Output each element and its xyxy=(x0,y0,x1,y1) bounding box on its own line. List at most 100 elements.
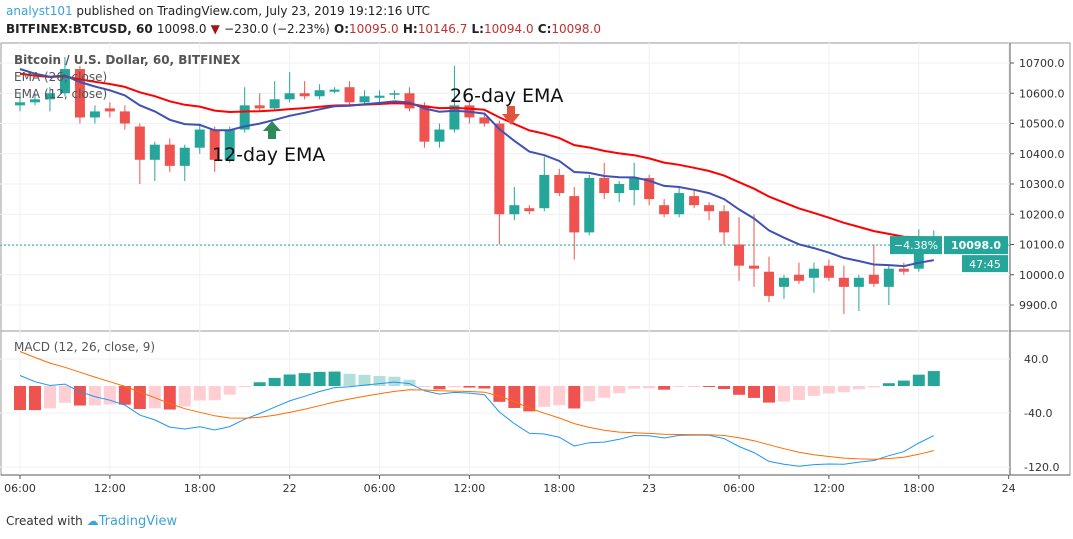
candle-body xyxy=(89,111,100,118)
macd-line xyxy=(19,375,935,467)
macd-histogram-bar xyxy=(328,371,341,386)
candle-body xyxy=(209,129,220,160)
annotation-12-ema: 12-day EMA xyxy=(212,144,325,166)
candle-body xyxy=(764,271,774,296)
tradingview-logo-icon: ☁ xyxy=(86,514,99,528)
macd-histogram-bar xyxy=(598,386,611,398)
macd-histogram-bar xyxy=(73,386,86,406)
ema12-legend: EMA (12, close) xyxy=(14,87,107,101)
time-label: 22 xyxy=(283,482,297,495)
macd-label: -120.0 xyxy=(1024,461,1059,474)
candle-body xyxy=(434,129,445,142)
down-arrow-icon xyxy=(502,106,520,125)
created-with: Created with xyxy=(6,514,83,528)
time-label: 06:00 xyxy=(4,482,36,495)
macd-histogram-bar xyxy=(852,386,865,390)
candle-body xyxy=(479,117,490,124)
macd-histogram-bar xyxy=(238,386,251,387)
macd-histogram-bar xyxy=(118,386,131,405)
macd-histogram-bar xyxy=(748,386,761,398)
candle-body xyxy=(224,129,235,160)
macd-histogram-bar xyxy=(553,386,566,406)
candle-body xyxy=(539,174,550,209)
candle-body xyxy=(808,268,819,278)
candle-body xyxy=(179,147,190,166)
price-label: 10400.0 xyxy=(1019,148,1065,161)
time-label: 12:00 xyxy=(813,482,845,495)
macd-histogram-bar xyxy=(373,375,386,386)
macd-histogram-bar xyxy=(867,386,880,388)
macd-legend: MACD (12, 26, close, 9) xyxy=(14,340,155,354)
macd-histogram-bar xyxy=(193,386,206,401)
candle-body xyxy=(868,274,879,284)
candle-body xyxy=(734,244,745,266)
macd-histogram-bar xyxy=(733,386,746,395)
macd-histogram-bar xyxy=(658,386,671,390)
high: 10146.7 xyxy=(417,22,468,36)
candle-body xyxy=(793,274,804,281)
macd-histogram-bar xyxy=(538,386,551,407)
ema26-line xyxy=(19,72,934,239)
macd-histogram-bar xyxy=(448,386,461,388)
candle-body xyxy=(584,177,595,233)
candle-body xyxy=(359,96,370,103)
time-label: 18:00 xyxy=(184,482,216,495)
candle-body xyxy=(59,69,70,94)
macd-histogram-bar xyxy=(418,386,431,387)
macd-histogram-bar xyxy=(583,386,596,402)
macd-histogram-bar xyxy=(223,386,236,395)
time-label: 06:00 xyxy=(364,482,396,495)
macd-histogram-bar xyxy=(388,376,401,386)
c-label: C: xyxy=(537,22,552,36)
price-label: 10600.0 xyxy=(1019,87,1065,100)
macd-histogram-bar xyxy=(807,386,820,396)
price-label: 10000.0 xyxy=(1019,269,1065,282)
macd-histogram-bar xyxy=(568,386,581,409)
footer: Created with ☁TradingView xyxy=(6,514,177,529)
candle-body xyxy=(599,177,610,194)
candle-body xyxy=(689,196,700,206)
candle-body xyxy=(629,177,640,191)
candle-body xyxy=(883,268,894,287)
candle-body xyxy=(659,205,670,215)
candle-body xyxy=(149,144,160,160)
price-label: 10300.0 xyxy=(1019,178,1065,191)
time-label: 23 xyxy=(642,482,656,495)
macd-histogram-bar xyxy=(343,373,356,386)
macd-histogram-bar xyxy=(313,371,326,386)
time-label: 24 xyxy=(1002,482,1016,495)
candle-body xyxy=(419,105,430,142)
macd-label: 40.0 xyxy=(1024,353,1049,366)
author-link[interactable]: analyst101 xyxy=(6,4,73,18)
price-label: 10500.0 xyxy=(1019,118,1065,131)
signal-line xyxy=(19,351,934,460)
ema26-legend: EMA (26, close) xyxy=(14,70,107,84)
candle-body xyxy=(569,196,580,233)
candle-body xyxy=(284,93,295,100)
macd-histogram-bar xyxy=(463,386,476,388)
candle-body xyxy=(44,93,55,100)
brand[interactable]: TradingView xyxy=(98,514,178,529)
macd-histogram-bar xyxy=(43,386,56,409)
macd-histogram-bar xyxy=(163,386,176,410)
time-label: 12:00 xyxy=(94,482,126,495)
l-label: L: xyxy=(471,22,484,36)
macd-histogram-bar xyxy=(822,386,835,394)
candle-body xyxy=(194,129,205,148)
candle-body xyxy=(674,193,685,215)
macd-histogram-bar xyxy=(613,386,626,394)
macd-histogram-bar xyxy=(643,386,656,389)
candle-body xyxy=(823,265,834,278)
candle-body xyxy=(344,87,355,103)
macd-histogram-bar xyxy=(283,374,296,386)
candle-body xyxy=(134,126,145,160)
publish-info: analyst101 published on TradingView.com,… xyxy=(6,4,430,18)
macd-histogram-bar xyxy=(628,386,641,389)
candle-body xyxy=(104,108,115,112)
down-arrow-icon: ▼ xyxy=(210,22,220,36)
candle-body xyxy=(838,277,849,287)
macd-histogram-bar xyxy=(403,379,416,386)
macd-histogram-bar xyxy=(718,386,731,390)
time-label: 06:00 xyxy=(723,482,755,495)
